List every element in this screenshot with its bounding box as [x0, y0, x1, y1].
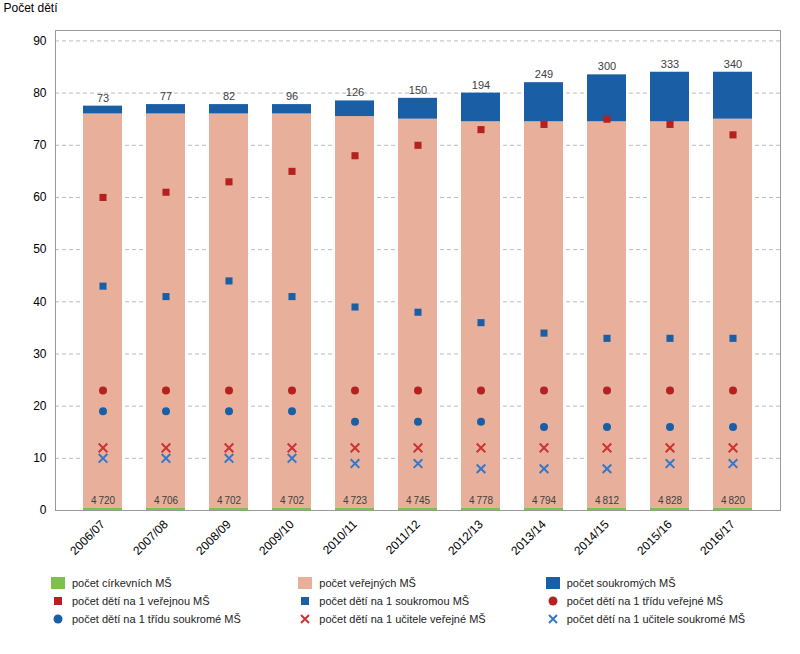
html-text:počet dětí na 1 soukromou MŠ: počet dětí na 1 soukromou MŠ: [319, 595, 470, 607]
svg-text:70: 70: [33, 138, 47, 152]
svg-text:300: 300: [598, 60, 616, 72]
svg-text:2014/15: 2014/15: [571, 517, 612, 558]
svg-text:333: 333: [661, 58, 679, 70]
svg-text:150: 150: [409, 84, 427, 96]
html-text:počet církevních MŠ: počet církevních MŠ: [72, 577, 172, 589]
svg-text:194: 194: [472, 79, 490, 91]
svg-text:10: 10: [33, 451, 47, 465]
svg-text:4 706: 4 706: [154, 495, 179, 506]
svg-text:2015/16: 2015/16: [634, 517, 675, 558]
svg-text:2008/09: 2008/09: [193, 517, 234, 558]
svg-text:Počet dětí: Počet dětí: [4, 1, 59, 15]
svg-text:4 702: 4 702: [280, 495, 305, 506]
svg-text:2011/12: 2011/12: [383, 517, 423, 557]
svg-text:73: 73: [97, 92, 109, 104]
html-text:počet dětí na 1 učitele soukro: počet dětí na 1 učitele soukromé MŠ: [566, 613, 746, 625]
html-text:počet veřejných MŠ: počet veřejných MŠ: [319, 577, 416, 589]
svg-text:2013/14: 2013/14: [508, 517, 549, 558]
svg-text:82: 82: [223, 90, 235, 102]
svg-text:4 794: 4 794: [532, 495, 557, 506]
html-text:počet dětí na 1 třídu soukromé: počet dětí na 1 třídu soukromé MŠ: [72, 613, 241, 625]
svg-text:2016/17: 2016/17: [697, 517, 738, 558]
svg-text:340: 340: [724, 58, 742, 70]
svg-text:40: 40: [33, 295, 47, 309]
html-text:počet soukromých MŠ: počet soukromých MŠ: [566, 577, 676, 589]
html-text:počet dětí na 1 třídu veřejné: počet dětí na 1 třídu veřejné MŠ: [566, 595, 724, 607]
svg-text:2007/08: 2007/08: [130, 517, 171, 558]
svg-text:4 828: 4 828: [658, 495, 683, 506]
svg-text:4 745: 4 745: [406, 495, 431, 506]
svg-text:4 723: 4 723: [343, 495, 368, 506]
html-text:počet dětí na 1 učitele veřejn: počet dětí na 1 učitele veřejné MŠ: [319, 613, 486, 625]
svg-text:2009/10: 2009/10: [256, 517, 297, 558]
svg-text:77: 77: [160, 90, 172, 102]
svg-text:126: 126: [346, 86, 364, 98]
svg-text:2012/13: 2012/13: [445, 517, 486, 558]
svg-text:4 702: 4 702: [217, 495, 242, 506]
svg-text:2006/07: 2006/07: [67, 517, 108, 558]
svg-text:4 778: 4 778: [469, 495, 494, 506]
svg-text:50: 50: [33, 242, 47, 256]
svg-text:96: 96: [286, 90, 298, 102]
svg-text:4 812: 4 812: [595, 495, 620, 506]
svg-text:4 820: 4 820: [721, 495, 746, 506]
svg-text:30: 30: [33, 347, 47, 361]
svg-text:0: 0: [40, 503, 47, 517]
svg-text:4 720: 4 720: [91, 495, 116, 506]
svg-text:90: 90: [33, 34, 47, 48]
svg-text:249: 249: [535, 68, 553, 80]
svg-text:2010/11: 2010/11: [320, 517, 360, 557]
svg-text:20: 20: [33, 399, 47, 413]
html-text:počet dětí na 1 veřejnou MŠ: počet dětí na 1 veřejnou MŠ: [72, 595, 210, 607]
svg-text:60: 60: [33, 190, 47, 204]
svg-text:80: 80: [33, 86, 47, 100]
